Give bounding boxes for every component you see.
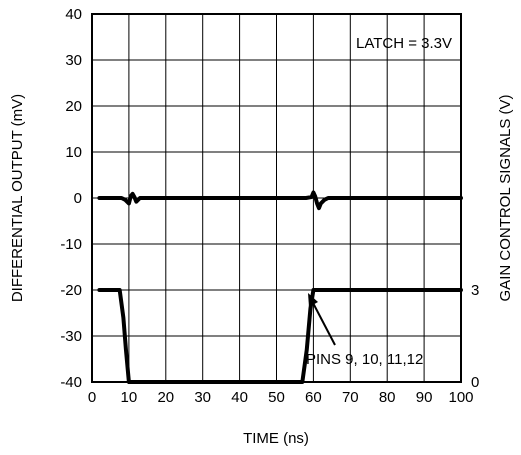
y2-tick-label-0: 0	[471, 374, 479, 391]
y-axis-ticks: -40 -30 -20 -10 0 10 20 30 40	[60, 6, 82, 391]
series-layer	[97, 190, 463, 384]
x-axis-title: TIME (ns)	[243, 430, 309, 447]
y-tick-label-0: -40	[60, 374, 82, 391]
y-tick-label-5: 10	[65, 144, 82, 161]
y-tick-label-8: 40	[65, 6, 82, 23]
annotation-arrow-head	[308, 293, 318, 307]
x-axis-ticks: 0 10 20 30 40 50 60 70 80 90 100	[88, 389, 474, 406]
y2-axis-title: GAIN CONTROL SIGNALS (V)	[497, 95, 514, 302]
y-tick-label-6: 20	[65, 98, 82, 115]
x-tick-label-10: 100	[448, 389, 473, 406]
series-line-0	[97, 190, 463, 211]
series-line-1	[97, 288, 463, 384]
annotation-pins: PINS 9, 10, 11,12	[306, 351, 423, 368]
y-tick-label-1: -30	[60, 328, 82, 345]
x-tick-label-5: 50	[268, 389, 285, 406]
y2-axis-ticks: 03	[471, 282, 479, 391]
y-tick-label-7: 30	[65, 52, 82, 69]
x-tick-label-2: 20	[157, 389, 174, 406]
x-tick-label-6: 60	[305, 389, 322, 406]
x-tick-label-1: 10	[121, 389, 138, 406]
y2-tick-label-1: 3	[471, 282, 479, 299]
x-tick-label-3: 30	[194, 389, 211, 406]
y-tick-label-2: -20	[60, 282, 82, 299]
annotation-arrow-line	[311, 300, 336, 346]
x-tick-label-7: 70	[342, 389, 359, 406]
x-tick-label-9: 90	[416, 389, 433, 406]
y-tick-label-4: 0	[74, 190, 82, 207]
y-tick-label-3: -10	[60, 236, 82, 253]
x-tick-label-8: 80	[379, 389, 396, 406]
x-tick-label-4: 40	[231, 389, 248, 406]
x-tick-label-0: 0	[88, 389, 96, 406]
annotation-latch: LATCH = 3.3V	[356, 35, 452, 52]
y-axis-title: DIFFERENTIAL OUTPUT (mV)	[9, 94, 26, 302]
